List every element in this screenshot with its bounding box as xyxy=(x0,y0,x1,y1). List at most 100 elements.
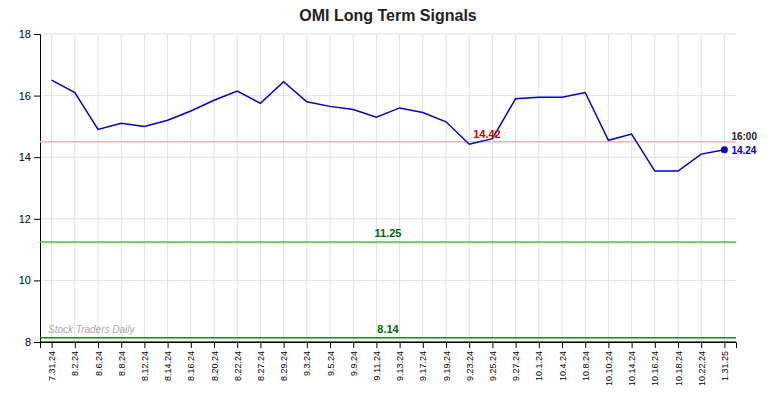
chart: 810121416187.31.248.2.248.6.248.8.248.12… xyxy=(0,0,784,398)
grid-line-x xyxy=(469,34,470,342)
tick-mark xyxy=(446,342,447,348)
tick-label: 9.11.24 xyxy=(372,351,382,380)
tick-mark xyxy=(75,342,76,348)
grid-line-x xyxy=(585,34,586,342)
tick-label: 8.2.24 xyxy=(70,351,80,376)
y-tick: 14 xyxy=(19,151,40,163)
x-tick: 10.1.24 xyxy=(534,342,544,381)
price-line xyxy=(52,80,725,171)
grid-line-x xyxy=(608,34,609,342)
grid-line-x xyxy=(283,34,284,342)
tick-mark xyxy=(260,342,261,348)
tick-mark xyxy=(34,34,40,35)
tick-mark xyxy=(724,342,725,348)
x-tick: 8.8.24 xyxy=(117,342,127,376)
tick-label: 10.16.24 xyxy=(650,351,660,386)
tick-label: 9.19.24 xyxy=(442,351,452,381)
tick-label: 8.6.24 xyxy=(94,351,104,376)
axis-line xyxy=(34,35,41,343)
grid-line-x xyxy=(98,34,99,342)
tick-label: 10.1.24 xyxy=(534,351,544,381)
tick-label: 10.22.24 xyxy=(697,351,707,386)
tick-label: 9.9.24 xyxy=(349,351,359,376)
tick-label: 10.18.24 xyxy=(674,351,684,386)
tick-mark xyxy=(34,280,40,281)
tick-label: 10.14.24 xyxy=(627,351,637,386)
tick-mark xyxy=(284,342,285,348)
tick-label: 9.5.24 xyxy=(326,351,336,376)
x-tick: 10.14.24 xyxy=(627,342,637,386)
x-tick: 9.17.24 xyxy=(418,342,428,381)
tick-mark xyxy=(701,342,702,348)
reference-line xyxy=(40,241,736,243)
tick-label: 8.8.24 xyxy=(117,351,127,376)
x-tick: 9.13.24 xyxy=(395,342,405,381)
tick-label: 1.31.25 xyxy=(720,351,730,381)
x-tick: 9.3.24 xyxy=(302,342,312,376)
tick-mark xyxy=(330,342,331,348)
tick-mark xyxy=(376,342,377,348)
tick-mark xyxy=(307,342,308,348)
tick-mark xyxy=(34,342,40,343)
reference-line xyxy=(40,337,736,339)
reference-line xyxy=(40,341,736,342)
annotations: 14.4211.258.1416:0014.24Stock Traders Da… xyxy=(48,128,757,335)
x-tick: 8.14.24 xyxy=(163,342,173,381)
x-tick: 10.22.24 xyxy=(697,342,707,386)
tick-mark xyxy=(400,342,401,348)
tick-label: 9.27.24 xyxy=(511,351,521,381)
x-tick: 9.5.24 xyxy=(326,342,336,376)
grid-line-x xyxy=(376,34,377,342)
tick-mark xyxy=(539,342,540,348)
x-tick: 8.22.24 xyxy=(233,342,243,381)
x-tick: 10.8.24 xyxy=(581,342,591,381)
tick-label: 8.14.24 xyxy=(163,351,173,381)
grid xyxy=(40,34,736,342)
x-tick: 9.19.24 xyxy=(442,342,452,381)
grid-line-x xyxy=(190,34,191,342)
x-tick: 8.16.24 xyxy=(186,342,196,381)
plot-area xyxy=(40,80,736,342)
x-tick: 8.12.24 xyxy=(140,342,150,381)
x-tick: 8.29.24 xyxy=(279,342,289,381)
tick-mark xyxy=(655,342,656,348)
grid-line-x xyxy=(446,34,447,342)
tick-label: 9.17.24 xyxy=(418,351,428,381)
end-point xyxy=(721,146,728,153)
tick-mark xyxy=(34,96,40,97)
tick-label: 8.29.24 xyxy=(279,351,289,381)
tick-mark xyxy=(98,342,99,348)
tick-mark xyxy=(585,342,586,348)
tick-label: 10.10.24 xyxy=(604,351,614,386)
x-tick: 8.27.24 xyxy=(256,342,266,381)
y-tick: 18 xyxy=(19,28,40,40)
x-tick: 8.20.24 xyxy=(210,342,220,381)
x-axis: 7.31.248.2.248.6.248.8.248.12.248.14.248… xyxy=(41,342,737,386)
tick-mark xyxy=(423,342,424,348)
tick-mark xyxy=(168,342,169,348)
axis-line xyxy=(41,343,737,349)
x-tick: 8.6.24 xyxy=(94,342,104,376)
annotation: 16:00 xyxy=(731,131,757,142)
tick-mark xyxy=(516,342,517,348)
tick-mark xyxy=(144,342,145,348)
grid-line-x xyxy=(74,34,75,342)
grid-line-x xyxy=(654,34,655,342)
title: OMI Long Term Signals xyxy=(299,7,477,24)
grid-line-x xyxy=(121,34,122,342)
x-tick: 10.4.24 xyxy=(558,342,568,381)
tick-label: 8 xyxy=(25,336,31,348)
tick-mark xyxy=(191,342,192,348)
tick-label: 8.22.24 xyxy=(233,351,243,381)
tick-label: 9.23.24 xyxy=(465,351,475,381)
grid-line-x xyxy=(306,34,307,342)
tick-label: 8.12.24 xyxy=(140,351,150,381)
grid-line-x xyxy=(422,34,423,342)
grid-line-x xyxy=(214,34,215,342)
grid-line-x xyxy=(144,34,145,342)
grid-line-x xyxy=(492,34,493,342)
x-tick: 9.9.24 xyxy=(349,342,359,376)
tick-mark xyxy=(52,342,53,348)
tick-mark xyxy=(492,342,493,348)
annotation: 8.14 xyxy=(377,323,399,335)
